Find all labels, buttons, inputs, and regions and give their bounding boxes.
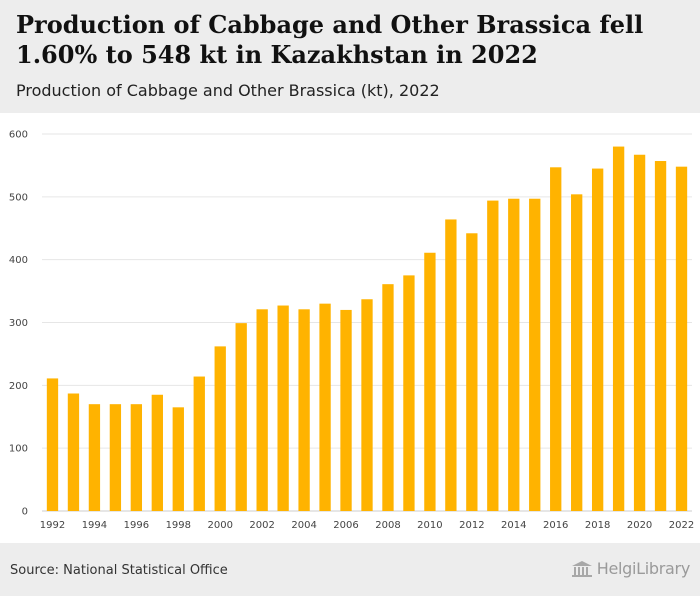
y-tick-label: 0 [22, 507, 28, 518]
x-tick-label: 2012 [459, 520, 484, 531]
bar-2018[interactable] [591, 168, 604, 511]
x-tick-label: 2010 [417, 520, 442, 531]
y-tick-label: 300 [9, 318, 28, 329]
bar-2007[interactable] [361, 299, 373, 511]
bar-2011[interactable] [445, 219, 457, 511]
x-tick-label: 2014 [501, 520, 526, 531]
logo-text: HelgiLibrary [596, 559, 691, 578]
x-tick-label: 2008 [375, 520, 400, 531]
bar-2022[interactable] [675, 166, 688, 512]
x-tick-label: 2020 [627, 520, 652, 531]
bar-2005[interactable] [319, 303, 331, 511]
bar-1999[interactable] [193, 376, 205, 511]
y-tick-label: 400 [9, 255, 28, 266]
bar-2016[interactable] [550, 167, 562, 512]
bar-1993[interactable] [67, 393, 80, 512]
bar-2021[interactable] [654, 161, 667, 511]
bar-2017[interactable] [571, 194, 583, 511]
y-tick-label: 100 [9, 444, 28, 455]
bar-2000[interactable] [214, 346, 226, 511]
bar-2004[interactable] [298, 309, 310, 511]
bar-2002[interactable] [256, 309, 268, 511]
bar-1996[interactable] [130, 404, 143, 511]
x-tick-label: 1994 [82, 520, 107, 531]
bar-2020[interactable] [633, 154, 646, 512]
helgilibrary-logo[interactable]: HelgiLibrary [571, 559, 690, 578]
bar-2014[interactable] [508, 198, 520, 511]
bar-2012[interactable] [466, 233, 478, 511]
bar-2008[interactable] [382, 284, 394, 511]
bar-1998[interactable] [172, 407, 184, 511]
bar-2010[interactable] [424, 252, 436, 511]
footer-band: Source: National Statistical Office Helg… [0, 543, 700, 596]
x-tick-label: 2002 [249, 520, 274, 531]
bar-1995[interactable] [109, 404, 122, 511]
bar-2001[interactable] [235, 323, 247, 511]
header-band: Production of Cabbage and Other Brassica… [0, 0, 700, 113]
bar-2013[interactable] [487, 200, 499, 511]
bar-chart: 0 100 200 300 400 500 600 1992 1994 1996 1998 2000… [9, 130, 694, 532]
chart-title: Production of Cabbage and Other Brassica… [16, 10, 644, 69]
x-tick-label: 2022 [669, 520, 694, 531]
bar-2009[interactable] [403, 275, 415, 512]
bar-2006[interactable] [340, 309, 352, 511]
source-note: Source: National Statistical Office [10, 563, 228, 578]
x-tick-label: 2000 [208, 520, 233, 531]
bar-2015[interactable] [529, 198, 541, 511]
x-tick-label: 2018 [585, 520, 610, 531]
bar-1994[interactable] [88, 404, 101, 511]
bar-layer [46, 146, 688, 512]
x-tick-label: 2006 [333, 520, 358, 531]
bar-1997[interactable] [151, 394, 163, 511]
x-axis-ticks: 1992 1994 1996 1998 2000 2002 2004 2006 2008 2010… [40, 520, 694, 531]
y-tick-label: 200 [9, 381, 28, 392]
x-tick-label: 1992 [40, 520, 65, 531]
bar-1992[interactable] [46, 378, 59, 511]
library-building-icon [571, 560, 592, 577]
y-tick-label: 500 [9, 192, 28, 203]
chart-area: 0 100 200 300 400 500 600 1992 1994 1996 1998 2000… [0, 113, 700, 543]
bar-2003[interactable] [277, 305, 289, 511]
chart-subtitle: Production of Cabbage and Other Brassica… [16, 81, 440, 100]
x-tick-label: 2004 [291, 520, 316, 531]
y-axis-ticks: 0 100 200 300 400 500 600 [9, 130, 28, 518]
bar-2019[interactable] [612, 146, 625, 511]
x-tick-label: 1996 [124, 520, 149, 531]
y-tick-label: 600 [9, 130, 28, 141]
x-tick-label: 2016 [543, 520, 568, 531]
x-tick-label: 1998 [166, 520, 191, 531]
